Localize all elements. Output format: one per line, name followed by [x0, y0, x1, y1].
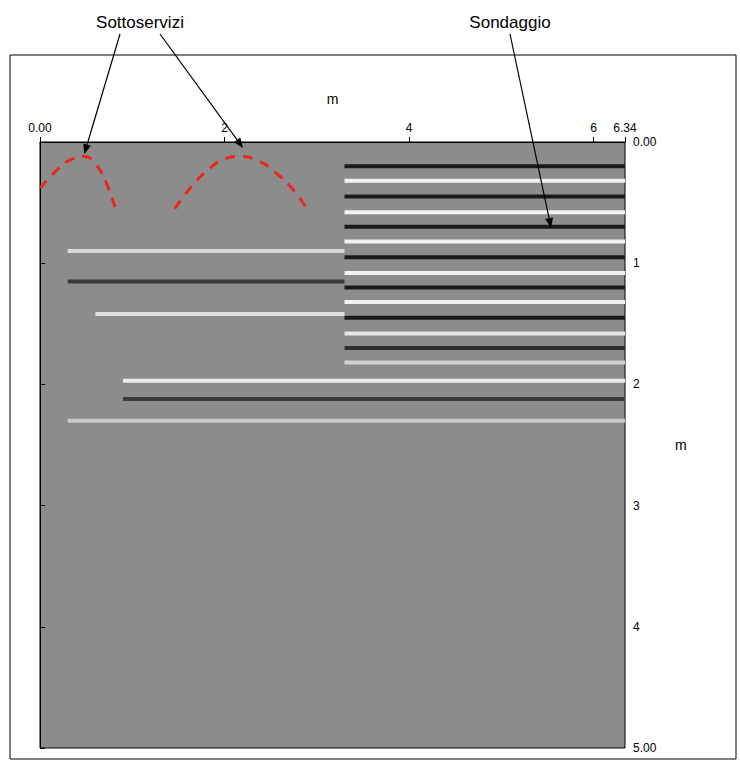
svg-text:1: 1 — [633, 256, 640, 270]
svg-text:3: 3 — [633, 499, 640, 513]
svg-text:0.00: 0.00 — [28, 121, 52, 135]
svg-text:2: 2 — [221, 121, 228, 135]
svg-text:5.00: 5.00 — [633, 741, 657, 755]
svg-text:4: 4 — [633, 620, 640, 634]
svg-text:m: m — [327, 91, 339, 107]
svg-text:m: m — [675, 437, 687, 453]
svg-text:Sondaggio: Sondaggio — [469, 13, 550, 32]
svg-text:4: 4 — [406, 121, 413, 135]
svg-text:6: 6 — [590, 121, 597, 135]
svg-text:6.34: 6.34 — [613, 121, 637, 135]
svg-text:0.00: 0.00 — [633, 135, 657, 149]
svg-text:Sottoservizi: Sottoservizi — [96, 13, 184, 32]
svg-text:2: 2 — [633, 377, 640, 391]
